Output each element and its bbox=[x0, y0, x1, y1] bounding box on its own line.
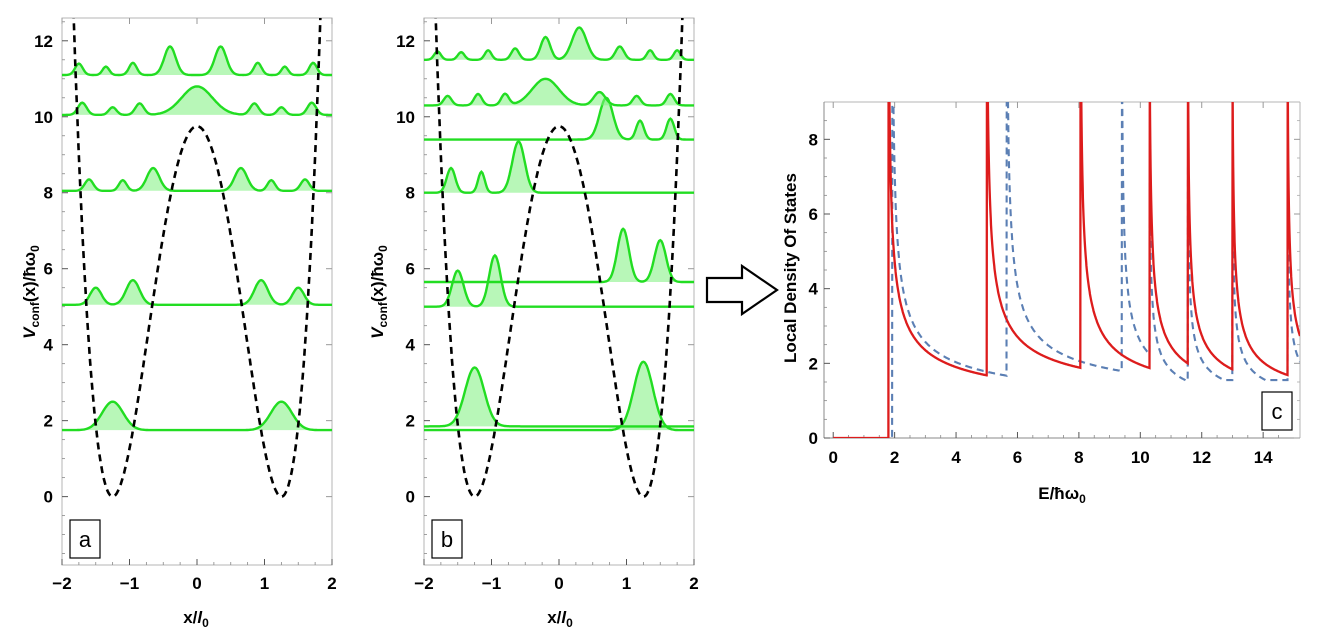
panel-c-xtick-label: 4 bbox=[951, 448, 961, 467]
panel-a-level-fill bbox=[62, 401, 332, 431]
panel-a-levels bbox=[62, 45, 332, 432]
panel-c-xtick-label: 0 bbox=[828, 448, 837, 467]
panel-c-xtick-label: 6 bbox=[1013, 448, 1022, 467]
panel-b-ytick-label: 2 bbox=[406, 412, 415, 431]
panel-b-level-fill bbox=[424, 367, 694, 427]
panel-a-ytick-label: 4 bbox=[44, 336, 54, 355]
panel-a-level-curve bbox=[62, 166, 332, 192]
panel-c-ytick-label: 0 bbox=[809, 429, 818, 448]
panel-a-ytick-label: 10 bbox=[34, 108, 53, 127]
panel-b-y-axis-label: Vconf(x)/ħω0 bbox=[368, 245, 390, 339]
panel-b-ytick-label: 4 bbox=[406, 336, 416, 355]
panel-a-xtick-label: 0 bbox=[192, 574, 201, 593]
panel-b-ytick-label: 0 bbox=[406, 488, 415, 507]
panel-b-xtick-label: 2 bbox=[689, 574, 698, 593]
panel-b-ytick-label: 12 bbox=[396, 32, 415, 51]
panel-b-xtick-label: −1 bbox=[482, 574, 501, 593]
panel-b-ytick-label: 10 bbox=[396, 108, 415, 127]
panel-b-x-axis-label: x/l0 bbox=[547, 608, 573, 630]
panel-a-level-curve bbox=[62, 400, 332, 432]
panel-b-level-curve bbox=[424, 366, 694, 428]
panel-c-x-axis-label: E/ħω0 bbox=[1038, 484, 1086, 506]
panel-a-level-fill bbox=[62, 280, 332, 305]
panel-a-y-axis-label: Vconf(x)/ħω0 bbox=[20, 245, 42, 339]
panel-c-series-solid bbox=[833, 102, 1300, 438]
panel-c-series-dashed bbox=[833, 102, 1300, 438]
panel-b-xtick-label: 1 bbox=[622, 574, 631, 593]
panel-a-xtick-label: 1 bbox=[260, 574, 269, 593]
panel-a-level-curve bbox=[62, 85, 332, 117]
panel-a-xtick-label: −2 bbox=[52, 574, 71, 593]
panel-a-ytick-label: 2 bbox=[44, 412, 53, 431]
panel-a-ytick-label: 8 bbox=[44, 184, 53, 203]
panel-c-xtick-label: 8 bbox=[1074, 448, 1083, 467]
panel-b-level-fill bbox=[424, 361, 694, 431]
panel-b-level-curve bbox=[424, 140, 694, 194]
panel-b-label-box bbox=[431, 519, 463, 559]
panel-b-ytick-label: 6 bbox=[406, 260, 415, 279]
panel-b-level-fill bbox=[424, 228, 694, 282]
panel-c-chart: 0 2 4 6 8 0 2 4 6 8 10 12 14 c Local Density Of Stat… bbox=[781, 101, 1301, 506]
panel-b-ytick-label: 8 bbox=[406, 184, 415, 203]
panel-b-level-curve bbox=[424, 96, 694, 141]
panel-c-xtick-label: 14 bbox=[1254, 448, 1273, 467]
panel-a-potential-curve bbox=[72, 18, 322, 498]
panel-b-potential-curve bbox=[434, 18, 684, 498]
panel-c-xtick-label: 12 bbox=[1192, 448, 1211, 467]
panel-b-level-curve bbox=[424, 253, 694, 308]
panel-c-ytick-label: 4 bbox=[809, 280, 819, 299]
panel-b-level-curve bbox=[424, 360, 694, 432]
panel-b-label: b bbox=[441, 527, 453, 552]
panel-a-label: a bbox=[79, 527, 92, 552]
panel-b-level-curve bbox=[424, 26, 694, 61]
panel-b-level-curve bbox=[424, 77, 694, 107]
panel-b-xtick-label: −2 bbox=[414, 574, 433, 593]
panel-c-ytick-label: 6 bbox=[809, 205, 818, 224]
panel-b-level-fill bbox=[424, 97, 694, 140]
panel-a-level-fill bbox=[62, 86, 332, 115]
panel-a-ytick-label: 0 bbox=[44, 488, 53, 507]
panel-a-x-axis-label: x/l0 bbox=[183, 608, 209, 630]
panel-a-ytick-label: 12 bbox=[34, 32, 53, 51]
panel-b-level-curve bbox=[424, 227, 694, 284]
panel-c-ytick-label: 8 bbox=[809, 130, 818, 149]
right-arrow-icon bbox=[705, 263, 779, 317]
panel-c-label-box bbox=[1261, 391, 1293, 431]
panel-b-level-fill bbox=[424, 141, 694, 193]
panel-c-ytick-label: 2 bbox=[809, 354, 818, 373]
panel-a-xtick-label: −1 bbox=[120, 574, 139, 593]
panel-c-y-axis-label: Local Density Of States bbox=[781, 173, 800, 363]
panel-a-level-curve bbox=[62, 278, 332, 306]
panel-c-ticks: 0 2 4 6 8 0 2 4 6 8 10 12 14 bbox=[809, 102, 1300, 467]
panel-a-level-fill bbox=[62, 168, 332, 191]
panel-a-label-box bbox=[69, 519, 101, 559]
panel-c-series bbox=[833, 102, 1300, 438]
panel-c-label: c bbox=[1272, 399, 1283, 424]
panel-b-level-fill bbox=[424, 78, 694, 106]
panel-b-xtick-label: 0 bbox=[554, 574, 563, 593]
panel-a-xtick-label: 2 bbox=[327, 574, 336, 593]
panel-c-xtick-label: 2 bbox=[890, 448, 899, 467]
panel-a-ytick-label: 6 bbox=[44, 260, 53, 279]
panel-c-xtick-label: 10 bbox=[1131, 448, 1150, 467]
panel-a-level-curve bbox=[62, 45, 332, 77]
panel-b-levels bbox=[424, 26, 694, 432]
